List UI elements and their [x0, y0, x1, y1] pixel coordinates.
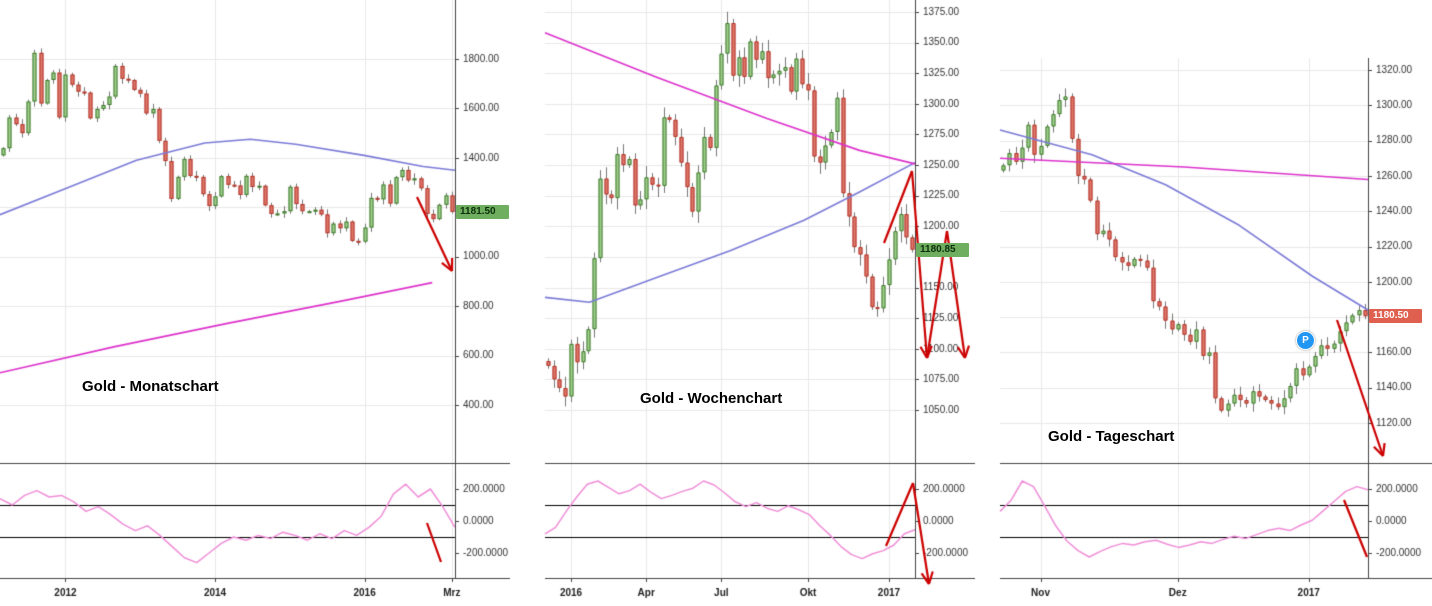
price-tag-daily: 1180.50: [1369, 309, 1422, 323]
chart-title-daily: Gold - Tageschart: [1048, 428, 1175, 445]
period-marker[interactable]: P: [1296, 331, 1315, 350]
chart-title-monthly: Gold - Monatschart: [82, 378, 219, 395]
price-tag-monthly: 1181.50: [456, 205, 509, 219]
price-tag-weekly: 1180.85: [916, 243, 969, 257]
chart-title-weekly: Gold - Wochenchart: [640, 390, 783, 407]
